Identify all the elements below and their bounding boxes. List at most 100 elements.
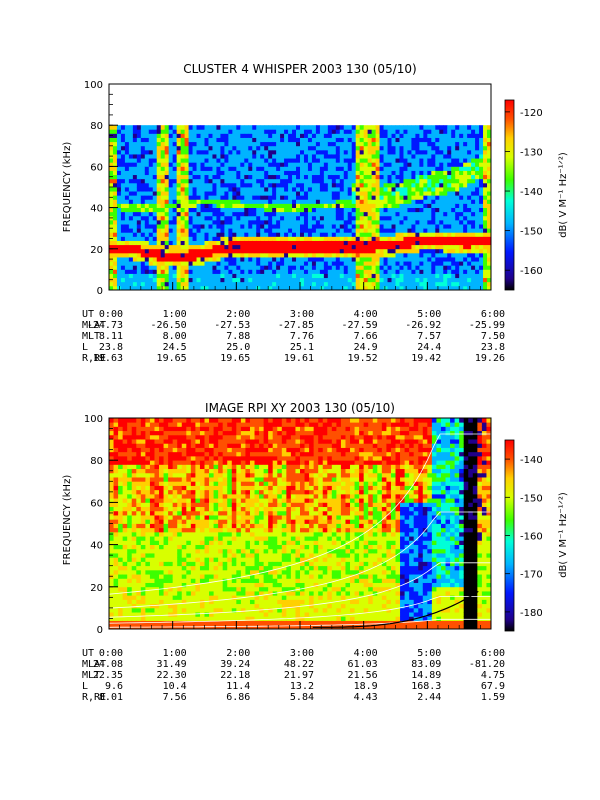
spectrogram-cell xyxy=(272,273,277,279)
spectrogram-cell xyxy=(435,125,440,130)
spectrogram-cell xyxy=(443,224,448,229)
spectrogram-cell xyxy=(288,207,293,213)
spectrogram-cell xyxy=(463,207,468,213)
spectrogram-cell xyxy=(407,199,412,204)
spectrogram-cell xyxy=(307,252,313,258)
spectrogram-cell xyxy=(303,149,309,155)
spectrogram-cell xyxy=(335,129,341,134)
spectrogram-cell xyxy=(319,281,325,287)
spectrogram-cell xyxy=(383,129,388,134)
spectrogram-cell xyxy=(224,228,229,233)
spectrogram-cell xyxy=(127,468,133,474)
spectrogram-cell xyxy=(315,158,321,163)
spectrogram-cell xyxy=(347,178,353,184)
spectrogram-cell xyxy=(164,257,170,262)
spectrogram-cell xyxy=(208,215,213,221)
spectrogram-cell xyxy=(224,162,229,167)
spectrogram-cell xyxy=(487,244,492,250)
colorbar-tick-label: -140 xyxy=(520,187,543,198)
spectrogram-cell xyxy=(118,443,124,448)
spectrogram-cell xyxy=(216,187,221,192)
spectrogram-cell xyxy=(140,191,146,196)
spectrogram-cell xyxy=(190,536,196,541)
spectrogram-cell xyxy=(208,195,213,200)
spectrogram-cell xyxy=(303,224,309,229)
spectrogram-cell xyxy=(220,244,225,250)
spectrogram-cell xyxy=(122,447,128,453)
spectrogram-cell xyxy=(427,236,432,241)
spectrogram-cell xyxy=(455,277,460,283)
spectrogram-cell xyxy=(122,523,128,529)
spectrogram-cell xyxy=(154,430,160,436)
spectrogram-cell xyxy=(180,133,186,138)
spectrogram-cell xyxy=(395,158,400,163)
spectrogram-cell xyxy=(118,574,124,579)
spectrogram-cell xyxy=(172,199,178,204)
spectrogram-cell xyxy=(188,158,193,163)
spectrogram-cell xyxy=(216,199,221,204)
spectrogram-cell xyxy=(152,211,158,217)
spectrogram-cell xyxy=(407,211,412,217)
spectrogram-cell xyxy=(268,195,273,200)
spectrogram-cell xyxy=(443,195,448,200)
spectrogram-cell xyxy=(109,129,114,134)
spectrogram-cell xyxy=(256,228,261,233)
spectrogram-cell xyxy=(127,439,133,444)
spectrogram-cell xyxy=(307,261,313,266)
spectrogram-cell xyxy=(383,133,388,138)
spectrogram-cell xyxy=(156,125,162,130)
spectrogram-cell xyxy=(323,228,329,233)
spectrogram-cell xyxy=(479,137,484,143)
spectrogram-cell xyxy=(272,261,277,266)
spectrogram-cell xyxy=(399,236,404,241)
spectrogram-cell xyxy=(483,149,488,155)
spectrogram-cell xyxy=(423,195,428,200)
spectrogram-cell xyxy=(240,261,245,266)
spectrogram-cell xyxy=(116,137,122,143)
spectrogram-cell xyxy=(124,191,130,196)
spectrogram-cell xyxy=(399,269,404,274)
spectrogram-cell xyxy=(128,248,134,254)
spectrogram-cell xyxy=(156,178,162,184)
spectrogram-cell xyxy=(479,133,484,138)
spectrogram-cell xyxy=(459,149,464,155)
spectrogram-cell xyxy=(127,540,133,545)
spectrogram-cell xyxy=(196,232,201,237)
spectrogram-cell xyxy=(132,269,138,274)
spectrogram-cell xyxy=(367,269,373,274)
spectrogram-cell xyxy=(148,170,154,176)
spectrogram-cell xyxy=(391,232,396,237)
spectrogram-cell xyxy=(272,257,277,262)
spectrogram-cell xyxy=(212,125,217,130)
spectrogram-cell xyxy=(475,187,480,192)
spectrogram-cell xyxy=(181,527,187,533)
spectrogram-cell xyxy=(204,269,209,274)
spectrogram-cell xyxy=(208,277,213,283)
spectrogram-cell xyxy=(140,582,146,588)
spectrogram-cell xyxy=(467,277,472,283)
spectrogram-cell xyxy=(463,265,468,270)
spectrogram-cell xyxy=(195,489,201,495)
spectrogram-cell xyxy=(383,166,388,171)
spectrogram-cell xyxy=(112,187,118,192)
spectrogram-cell xyxy=(113,477,119,482)
spectrogram-cell xyxy=(144,285,150,291)
spectrogram-cell xyxy=(128,265,134,270)
spectrogram-cell xyxy=(120,191,126,196)
spectrogram-cell xyxy=(160,178,166,184)
spectrogram-cell xyxy=(216,158,221,163)
spectrogram-cell xyxy=(331,133,337,138)
spectrogram-cell xyxy=(323,203,329,208)
spectrogram-cell xyxy=(120,187,126,192)
spectrogram-cell xyxy=(145,502,151,508)
spectrogram-cell xyxy=(371,174,377,180)
spectrogram-cell xyxy=(232,129,237,134)
spectrogram-cell xyxy=(122,544,128,550)
spectrogram-cell xyxy=(451,149,456,155)
spectrogram-cell xyxy=(359,232,365,237)
spectrogram-cell xyxy=(177,586,183,592)
spectrogram-cell xyxy=(331,145,337,151)
spectrogram-cell xyxy=(168,244,174,250)
spectrogram-cell xyxy=(118,430,124,436)
spectrogram-cell xyxy=(164,125,170,130)
